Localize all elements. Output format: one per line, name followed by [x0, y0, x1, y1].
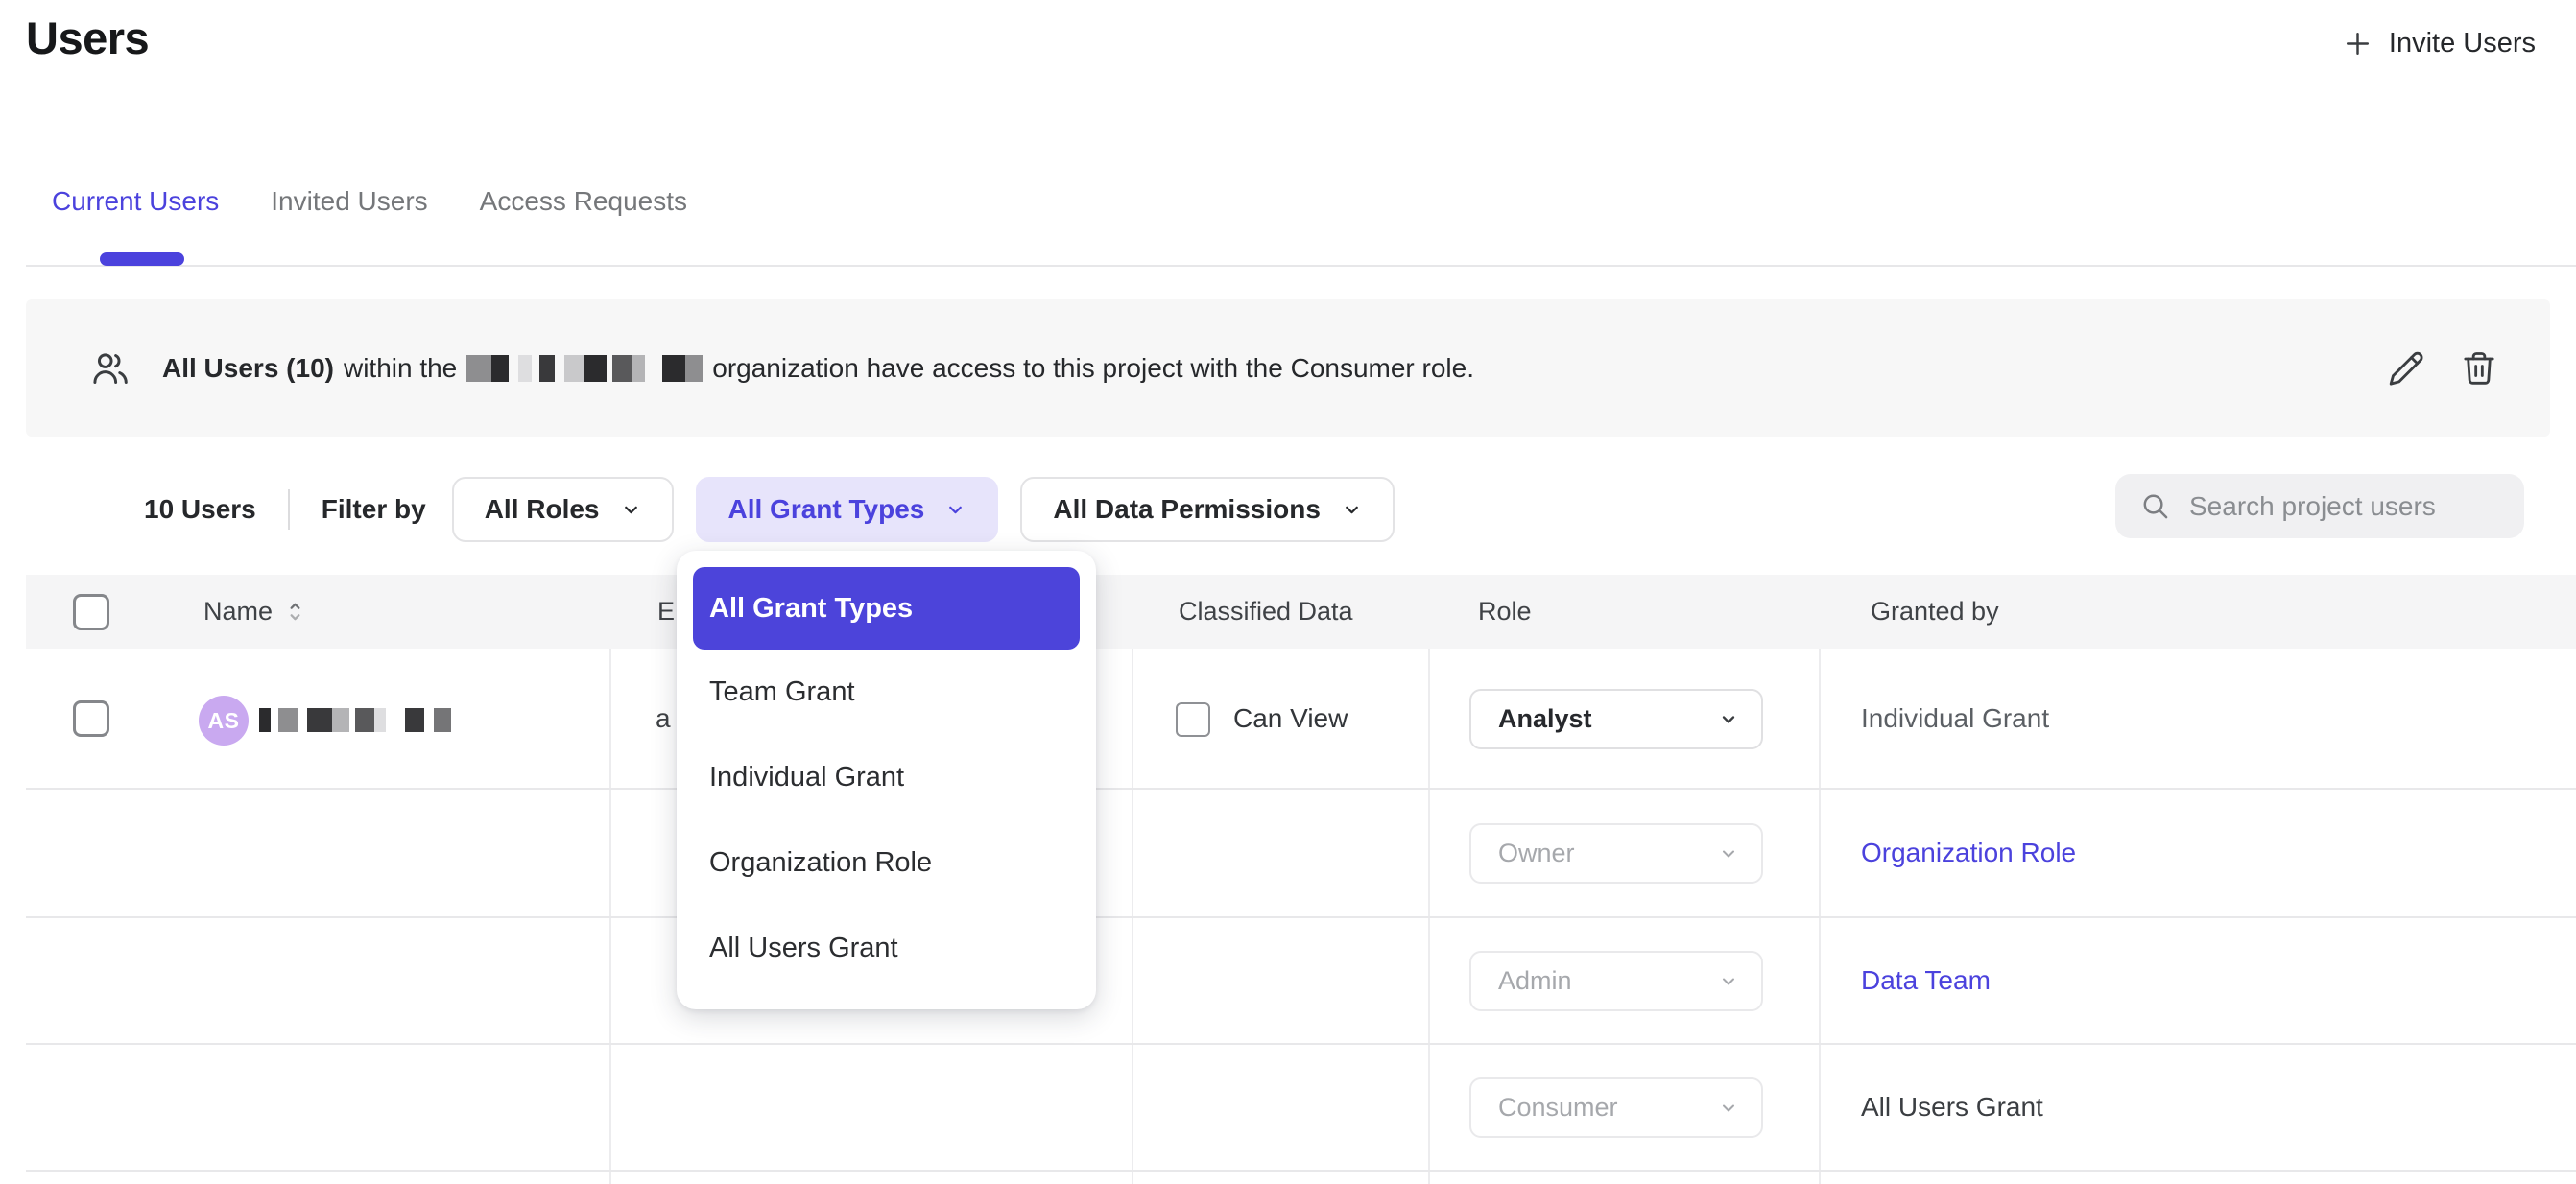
role-select-value: Analyst [1498, 704, 1592, 733]
chevron-down-icon [1342, 500, 1362, 520]
redacted-org-name [466, 354, 704, 382]
chevron-down-icon [1719, 1099, 1738, 1118]
pencil-icon [2389, 351, 2423, 386]
menu-item-all-users-grant[interactable]: All Users Grant [709, 933, 898, 963]
menu-item-team-grant[interactable]: Team Grant [709, 676, 855, 707]
tab-divider-line [26, 265, 2576, 267]
banner-text: All Users (10) within the organization h… [162, 353, 1474, 384]
tab-access-requests[interactable]: Access Requests [479, 186, 687, 216]
chevron-down-icon [1719, 972, 1738, 991]
all-roles-label: All Roles [484, 494, 600, 524]
search-box [2115, 474, 2524, 538]
select-all-checkbox[interactable] [73, 593, 109, 630]
banner-text-post: organization have access to this project… [712, 352, 1474, 383]
table-row: Admin Data Team [26, 918, 2576, 1045]
row-checkbox[interactable] [73, 700, 109, 737]
edit-banner-button[interactable] [2387, 349, 2425, 388]
column-header-classified-data: Classified Data [1179, 597, 1353, 626]
invite-users-button[interactable]: Invite Users [2337, 27, 2541, 60]
tab-bar: Current Users Invited Users Access Reque… [52, 186, 687, 217]
avatar: AS [199, 696, 249, 746]
role-select[interactable]: Consumer [1469, 1077, 1763, 1138]
granted-by-cell: All Users Grant [1861, 1092, 2043, 1122]
filter-row: 10 Users Filter by All Roles All Grant T… [144, 477, 1417, 542]
column-header-email: E [657, 597, 676, 626]
email-cell: a [656, 703, 671, 733]
chevron-down-icon [621, 500, 641, 520]
chevron-down-icon [1719, 710, 1738, 729]
role-select[interactable]: Owner [1469, 823, 1763, 884]
filter-by-label: Filter by [321, 494, 426, 524]
menu-item-individual-grant[interactable]: Individual Grant [709, 762, 905, 793]
role-select[interactable]: Admin [1469, 951, 1763, 1011]
role-select-value: Admin [1498, 966, 1572, 995]
grant-types-dropdown-menu: All Grant Types Team Grant Individual Gr… [677, 551, 1096, 1009]
table-row: Consumer All Users Grant [26, 1045, 2576, 1172]
menu-item-organization-role[interactable]: Organization Role [709, 847, 933, 878]
table-header: Name E Classified Data Role Granted by [26, 575, 2576, 649]
tab-current-users[interactable]: Current Users [52, 186, 220, 216]
banner-actions [2387, 349, 2498, 388]
granted-by-link[interactable]: Data Team [1861, 965, 1991, 995]
menu-item-all-grant-types[interactable]: All Grant Types [693, 567, 1080, 650]
page-title: Users [26, 12, 150, 63]
granted-by-link[interactable]: Organization Role [1861, 838, 2077, 867]
all-data-permissions-filter[interactable]: All Data Permissions [1020, 477, 1395, 542]
column-header-role: Role [1478, 597, 1532, 626]
table-row: Owner Organization Role [26, 790, 2576, 918]
sort-icon[interactable] [284, 599, 306, 625]
all-roles-filter[interactable]: All Roles [451, 477, 674, 542]
tab-invited-users[interactable]: Invited Users [271, 186, 428, 216]
all-users-banner: All Users (10) within the organization h… [26, 299, 2550, 437]
search-icon [2140, 491, 2170, 521]
table-body: AS a Can View Analyst Individual Grant O… [26, 649, 2576, 1184]
users-icon [89, 348, 131, 389]
banner-text-bold: All Users (10) [162, 352, 334, 383]
redacted-name [259, 708, 451, 732]
column-header-granted-by: Granted by [1871, 597, 1999, 626]
delete-banner-button[interactable] [2460, 349, 2498, 388]
all-data-permissions-label: All Data Permissions [1053, 494, 1321, 524]
users-count: 10 Users [144, 494, 256, 524]
plus-icon [2343, 29, 2373, 59]
name-header-label: Name [203, 597, 274, 626]
all-grant-types-filter[interactable]: All Grant Types [695, 477, 999, 542]
role-select[interactable]: Analyst [1469, 689, 1763, 749]
table-row: AS a Can View Analyst Individual Grant [26, 649, 2576, 790]
active-tab-indicator [100, 252, 184, 266]
can-view-label: Can View [1233, 703, 1348, 733]
can-view-checkbox[interactable] [1176, 702, 1210, 737]
banner-text-pre: within the [343, 352, 458, 383]
filter-divider [287, 489, 290, 530]
trash-icon [2464, 351, 2494, 385]
all-grant-types-label: All Grant Types [727, 494, 925, 524]
role-select-value: Owner [1498, 839, 1575, 867]
granted-by-cell: Individual Grant [1861, 703, 2050, 733]
chevron-down-icon [945, 500, 966, 520]
role-select-value: Consumer [1498, 1093, 1618, 1122]
invite-users-label: Invite Users [2388, 28, 2536, 59]
search-project-users-input[interactable] [2189, 490, 2524, 522]
column-header-name[interactable]: Name [203, 575, 306, 649]
chevron-down-icon [1719, 844, 1738, 864]
